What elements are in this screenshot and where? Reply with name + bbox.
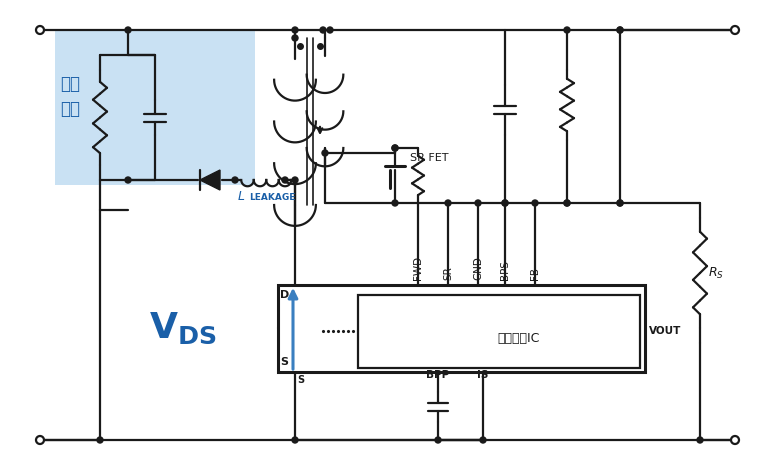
Polygon shape [200, 170, 220, 190]
Text: SR FET: SR FET [410, 153, 448, 163]
Text: S: S [297, 375, 304, 385]
Text: SR: SR [443, 266, 453, 280]
Text: VOUT: VOUT [649, 326, 682, 336]
Circle shape [480, 437, 486, 443]
Circle shape [292, 177, 298, 183]
Circle shape [617, 200, 623, 206]
Circle shape [392, 200, 398, 206]
Circle shape [502, 200, 508, 206]
Text: GND: GND [473, 256, 483, 280]
Circle shape [392, 145, 398, 151]
Text: S: S [280, 357, 288, 367]
Circle shape [731, 26, 739, 34]
Text: BPP: BPP [426, 370, 450, 380]
Circle shape [292, 35, 298, 41]
Circle shape [125, 27, 131, 33]
Text: 钳位: 钳位 [60, 100, 80, 118]
Circle shape [564, 200, 570, 206]
Circle shape [36, 436, 44, 444]
Circle shape [36, 26, 44, 34]
Circle shape [435, 437, 441, 443]
Bar [55, 30, 255, 185]
Circle shape [320, 27, 326, 33]
Circle shape [232, 177, 238, 183]
Circle shape [697, 437, 703, 443]
Text: LEAKAGE: LEAKAGE [249, 194, 295, 202]
Text: $L$: $L$ [237, 190, 246, 202]
Circle shape [292, 437, 298, 443]
Circle shape [392, 145, 398, 151]
Text: 初级: 初级 [60, 75, 80, 93]
Text: BPS: BPS [500, 260, 510, 280]
Text: FWD: FWD [413, 256, 423, 280]
Bar [358, 295, 640, 368]
Circle shape [475, 200, 481, 206]
Circle shape [502, 200, 508, 206]
Text: $\mathbf{V}_{\mathbf{DS}}$: $\mathbf{V}_{\mathbf{DS}}$ [149, 310, 216, 346]
Text: IS: IS [477, 370, 489, 380]
Circle shape [282, 177, 288, 183]
Circle shape [97, 437, 103, 443]
Circle shape [564, 200, 570, 206]
Circle shape [564, 27, 570, 33]
Circle shape [292, 27, 298, 33]
Circle shape [617, 27, 623, 33]
Circle shape [445, 200, 451, 206]
Circle shape [617, 27, 623, 33]
Text: FB: FB [530, 267, 540, 280]
Text: D: D [280, 290, 289, 300]
Circle shape [532, 200, 538, 206]
Circle shape [617, 200, 623, 206]
Text: $R_S$: $R_S$ [708, 265, 724, 280]
Circle shape [327, 27, 333, 33]
Circle shape [322, 150, 328, 156]
Text: 次级控制IC: 次级控制IC [498, 332, 540, 346]
Bar [278, 285, 645, 372]
Circle shape [731, 436, 739, 444]
Circle shape [125, 177, 131, 183]
